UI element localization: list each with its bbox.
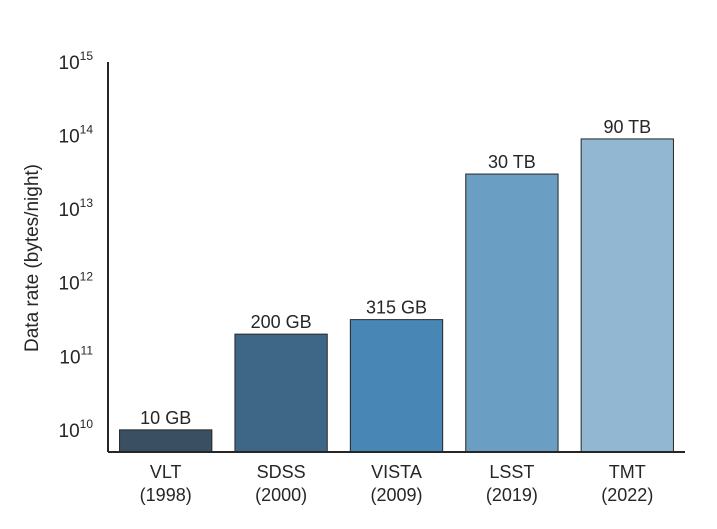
y-tick-label: 1014 — [59, 123, 94, 148]
y-axis-ticks: 1010 1011 1012 1013 1014 1015 — [59, 49, 94, 442]
category-name: VISTA — [371, 462, 422, 482]
category-name: SDSS — [257, 462, 306, 482]
data-labels: 10 GB 200 GB 315 GB 30 TB 90 TB — [140, 117, 651, 428]
category-name: TMT — [609, 462, 646, 482]
bar-tmt — [580, 138, 674, 453]
y-tick-label: 1010 — [59, 417, 94, 442]
category-name: LSST — [489, 462, 534, 482]
category-year: (2022) — [601, 485, 653, 505]
data-label: 315 GB — [366, 298, 427, 318]
y-tick-label: 1012 — [59, 270, 94, 295]
category-year: (2019) — [486, 485, 538, 505]
category-labels: VLT (1998) SDSS (2000) VISTA (2009) LSST (2019)… — [140, 462, 654, 505]
y-axis-title: Data rate (bytes/night) — [22, 164, 43, 352]
category-name: VLT — [150, 462, 182, 482]
y-tick-label: 1015 — [59, 49, 94, 74]
bar-vista — [349, 319, 444, 453]
category-year: (2000) — [255, 485, 307, 505]
data-label: 30 TB — [488, 152, 536, 172]
bars — [119, 138, 674, 453]
data-label: 10 GB — [140, 408, 191, 428]
bar-vlt — [119, 429, 213, 453]
y-tick-label: 1011 — [59, 343, 93, 368]
data-label: 200 GB — [251, 312, 312, 332]
bar-lsst — [465, 173, 559, 453]
bar-sdss — [234, 333, 328, 453]
data-label: 90 TB — [603, 117, 651, 137]
y-tick-label: 1013 — [59, 196, 94, 221]
category-year: (2009) — [370, 485, 422, 505]
category-year: (1998) — [140, 485, 192, 505]
